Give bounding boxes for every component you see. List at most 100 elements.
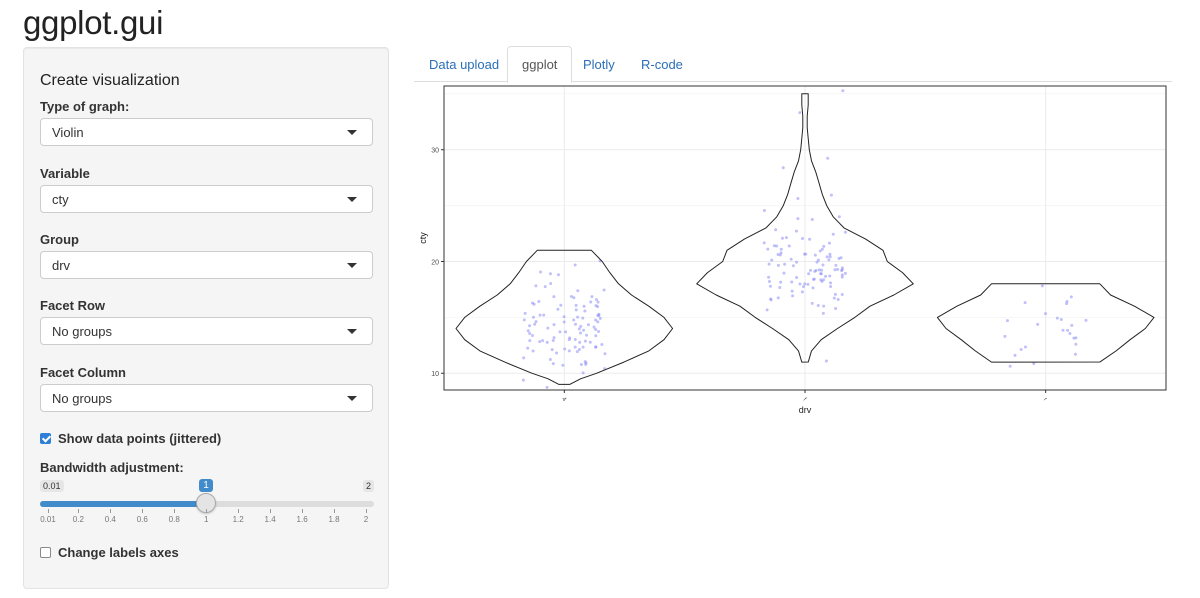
data-point <box>594 345 598 349</box>
facet-column-value: No groups <box>52 391 112 406</box>
data-point <box>779 280 783 284</box>
data-point <box>572 318 576 322</box>
data-point <box>819 278 823 282</box>
data-point <box>824 274 828 278</box>
show-points-label: Show data points (jittered) <box>58 431 222 446</box>
slider-tick <box>48 509 49 513</box>
show-points-option[interactable]: Show data points (jittered) <box>40 431 221 446</box>
data-point <box>1066 328 1070 332</box>
data-point <box>1055 316 1059 320</box>
data-point <box>776 296 780 300</box>
slider-tick-label: 1 <box>203 515 209 524</box>
data-point <box>836 297 840 301</box>
data-point <box>597 330 601 334</box>
data-point <box>550 348 554 352</box>
data-point <box>561 363 565 367</box>
data-point <box>577 348 581 352</box>
data-point <box>824 359 828 363</box>
slider-fill <box>40 501 207 507</box>
data-point <box>1013 353 1017 357</box>
data-point <box>794 229 798 233</box>
facet-row-select[interactable]: No groups <box>40 317 373 345</box>
data-point <box>803 282 807 286</box>
bandwidth-label: Bandwidth adjustment: <box>40 460 184 475</box>
change-labels-option[interactable]: Change labels axes <box>40 545 179 560</box>
data-point <box>766 247 770 251</box>
data-point <box>543 285 547 289</box>
tab-bar: Data upload ggplot Plotly R-code <box>414 46 1172 83</box>
data-point <box>574 308 578 312</box>
data-point <box>787 244 791 248</box>
data-point <box>556 273 560 277</box>
show-points-checkbox[interactable] <box>40 433 51 444</box>
data-point <box>541 339 545 343</box>
data-point <box>1069 295 1073 299</box>
data-point <box>542 313 546 317</box>
data-point <box>796 217 800 221</box>
facet-column-select[interactable]: No groups <box>40 384 373 412</box>
graph-type-select[interactable]: Violin <box>40 118 373 146</box>
facet-row-value: No groups <box>52 324 112 339</box>
data-point <box>783 262 787 266</box>
data-point <box>762 241 766 245</box>
slider-tick-label: 0.01 <box>40 515 56 524</box>
slider-tick <box>270 509 272 513</box>
slider-tick-label: 1.6 <box>296 515 308 524</box>
tab-r-code[interactable]: R-code <box>641 57 683 72</box>
data-point <box>840 269 844 273</box>
data-point <box>806 282 810 286</box>
data-point <box>833 268 837 272</box>
variable-select[interactable]: cty <box>40 185 373 213</box>
tab-ggplot[interactable]: ggplot <box>507 46 573 83</box>
data-point <box>810 301 814 305</box>
data-point <box>837 215 841 219</box>
data-point <box>568 336 572 340</box>
data-point <box>1084 318 1088 322</box>
data-point <box>765 308 769 312</box>
slider-tick-label: 0.4 <box>104 515 116 524</box>
data-point <box>800 290 804 294</box>
data-point <box>801 285 805 289</box>
data-point <box>564 330 568 334</box>
data-point <box>538 313 542 317</box>
data-point <box>1059 318 1063 322</box>
variable-value: cty <box>52 192 69 207</box>
data-point <box>815 260 819 264</box>
data-point <box>528 339 532 343</box>
change-labels-checkbox[interactable] <box>40 547 51 558</box>
data-point <box>559 303 563 307</box>
slider-tick-label: 2 <box>363 515 369 524</box>
chevron-down-icon <box>347 197 357 202</box>
slider-tick <box>206 509 208 513</box>
slider-tick <box>366 509 367 513</box>
data-point <box>545 385 549 389</box>
data-point <box>798 111 802 115</box>
data-point <box>839 256 843 260</box>
data-point <box>790 289 794 293</box>
data-point <box>596 320 600 324</box>
data-point <box>602 288 606 292</box>
tab-data-upload[interactable]: Data upload <box>429 57 500 72</box>
data-point <box>810 217 814 221</box>
facet-column-label: Facet Column <box>40 365 126 380</box>
data-point <box>530 333 534 337</box>
data-point <box>1003 334 1007 338</box>
data-point <box>534 320 538 324</box>
data-point <box>807 272 811 276</box>
data-point <box>583 339 587 343</box>
bandwidth-slider[interactable]: 0.01 2 1 0.01 0.2 0.4 0.6 0.8 1 1.2 1.4 1.6 1.8 2 <box>40 478 374 538</box>
data-point <box>526 329 530 333</box>
data-point <box>576 315 580 319</box>
data-point <box>840 293 844 297</box>
data-point <box>780 236 784 240</box>
tab-plotly[interactable]: Plotly <box>583 57 615 72</box>
slider-tick <box>78 509 80 513</box>
group-select[interactable]: drv <box>40 251 373 279</box>
data-point <box>778 286 782 290</box>
facet-row-label: Facet Row <box>40 298 106 313</box>
data-point <box>1019 347 1023 351</box>
slider-tick <box>302 509 304 513</box>
data-point <box>537 299 541 303</box>
data-point <box>778 253 782 257</box>
data-point <box>820 268 824 272</box>
